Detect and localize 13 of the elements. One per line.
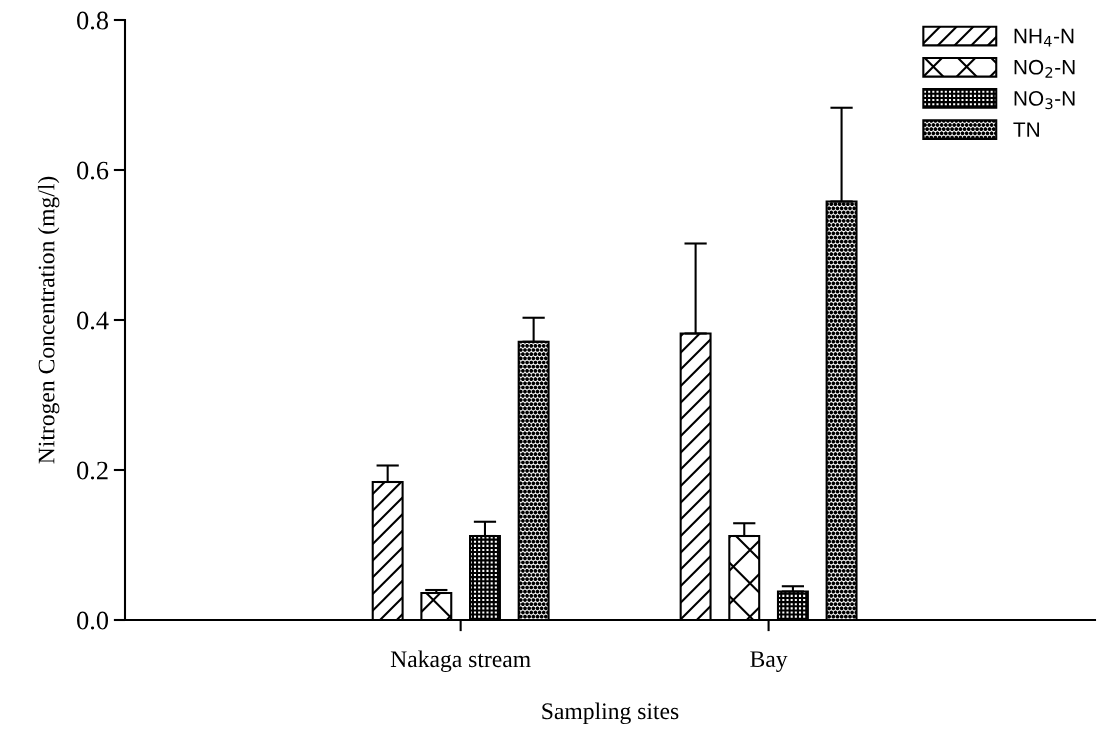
- legend-label: TN: [1013, 122, 1039, 137]
- y-axis-title: Nitrogen Concentration (mg/l): [37, 176, 60, 464]
- legend-label: NO$_{2}$-N: [1014, 59, 1075, 78]
- y-tick-label: 0.6: [77, 161, 109, 180]
- x-axis-title: Sampling sites: [542, 702, 679, 725]
- legend-label: NH$_{4}$-N: [1014, 28, 1074, 47]
- legend-label: NO$_{3}$-N: [1014, 91, 1075, 110]
- y-tick-label: 0.8: [77, 11, 109, 30]
- x-tick-label: Bay: [750, 651, 788, 672]
- y-tick-label: 0.4: [77, 311, 109, 330]
- x-tick-label: Nakaga stream: [390, 650, 531, 673]
- y-tick-label: 0.2: [77, 461, 108, 480]
- y-tick-label: 0.0: [77, 611, 109, 630]
